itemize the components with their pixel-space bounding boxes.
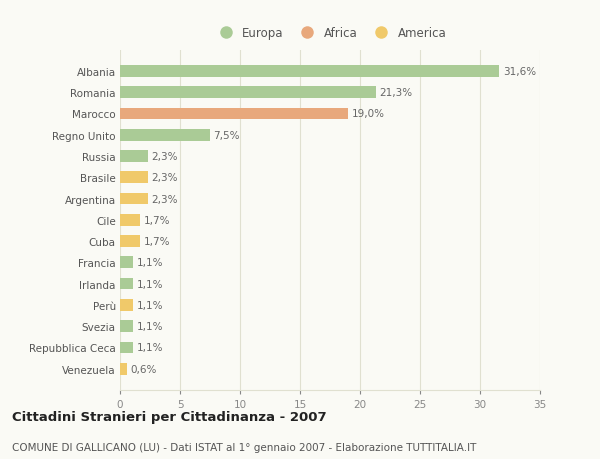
- Legend: Europa, Africa, America: Europa, Africa, America: [209, 22, 451, 45]
- Text: 7,5%: 7,5%: [214, 130, 240, 140]
- Text: 0,6%: 0,6%: [131, 364, 157, 374]
- Text: 1,1%: 1,1%: [137, 279, 163, 289]
- Text: 2,3%: 2,3%: [151, 194, 178, 204]
- Text: 1,7%: 1,7%: [144, 236, 170, 246]
- Bar: [120, 363, 127, 375]
- Bar: [120, 236, 140, 247]
- Bar: [120, 151, 148, 162]
- Bar: [120, 342, 133, 353]
- Bar: [120, 214, 140, 226]
- Text: 1,1%: 1,1%: [137, 321, 163, 331]
- Bar: [120, 66, 499, 78]
- Text: 1,1%: 1,1%: [137, 343, 163, 353]
- Bar: [120, 299, 133, 311]
- Text: 2,3%: 2,3%: [151, 151, 178, 162]
- Text: 21,3%: 21,3%: [379, 88, 412, 98]
- Text: COMUNE DI GALLICANO (LU) - Dati ISTAT al 1° gennaio 2007 - Elaborazione TUTTITAL: COMUNE DI GALLICANO (LU) - Dati ISTAT al…: [12, 442, 476, 452]
- Bar: [120, 129, 210, 141]
- Text: 19,0%: 19,0%: [352, 109, 385, 119]
- Text: 31,6%: 31,6%: [503, 67, 536, 77]
- Text: 1,7%: 1,7%: [144, 215, 170, 225]
- Bar: [120, 108, 348, 120]
- Bar: [120, 172, 148, 184]
- Text: 2,3%: 2,3%: [151, 173, 178, 183]
- Bar: [120, 87, 376, 99]
- Bar: [120, 257, 133, 269]
- Bar: [120, 193, 148, 205]
- Bar: [120, 278, 133, 290]
- Bar: [120, 320, 133, 332]
- Text: Cittadini Stranieri per Cittadinanza - 2007: Cittadini Stranieri per Cittadinanza - 2…: [12, 410, 326, 423]
- Text: 1,1%: 1,1%: [137, 258, 163, 268]
- Text: 1,1%: 1,1%: [137, 300, 163, 310]
